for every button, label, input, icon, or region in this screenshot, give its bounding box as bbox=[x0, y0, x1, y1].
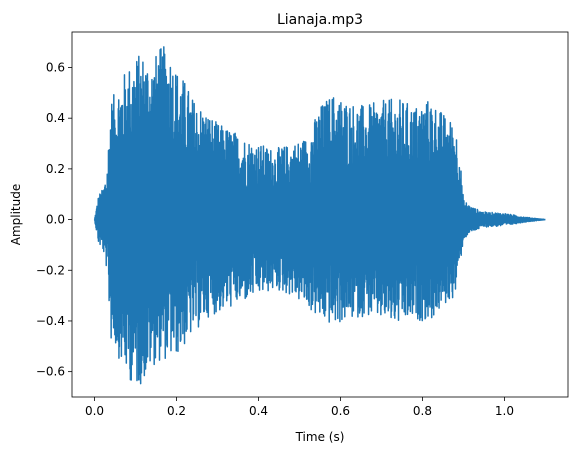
y-tick-label: −0.4 bbox=[36, 314, 65, 328]
y-tick-label: −0.6 bbox=[36, 365, 65, 379]
y-axis-label: Amplitude bbox=[9, 184, 23, 246]
y-tick-label: 0.2 bbox=[46, 162, 65, 176]
x-tick-label: 0.2 bbox=[167, 404, 186, 418]
y-tick-label: 0.4 bbox=[46, 111, 65, 125]
x-tick-label: 0.4 bbox=[249, 404, 268, 418]
x-tick-label: 1.0 bbox=[495, 404, 514, 418]
x-axis-label: Time (s) bbox=[295, 430, 345, 444]
y-tick-label: 0.6 bbox=[46, 60, 65, 74]
x-tick-label: 0.8 bbox=[413, 404, 432, 418]
x-tick-label: 0.0 bbox=[85, 404, 104, 418]
waveform-line bbox=[93, 46, 546, 385]
x-axis: 0.0 0.2 0.4 0.6 0.8 1.0 bbox=[85, 397, 514, 418]
y-tick-label: −0.2 bbox=[36, 263, 65, 277]
y-axis: −0.6 −0.4 −0.2 0.0 0.2 0.4 0.6 bbox=[36, 60, 72, 379]
y-tick-label: 0.0 bbox=[46, 213, 65, 227]
x-tick-label: 0.6 bbox=[331, 404, 350, 418]
waveform-series bbox=[93, 46, 546, 385]
plot-frame bbox=[71, 31, 569, 398]
chart-title: Lianaja.mp3 bbox=[277, 12, 363, 28]
